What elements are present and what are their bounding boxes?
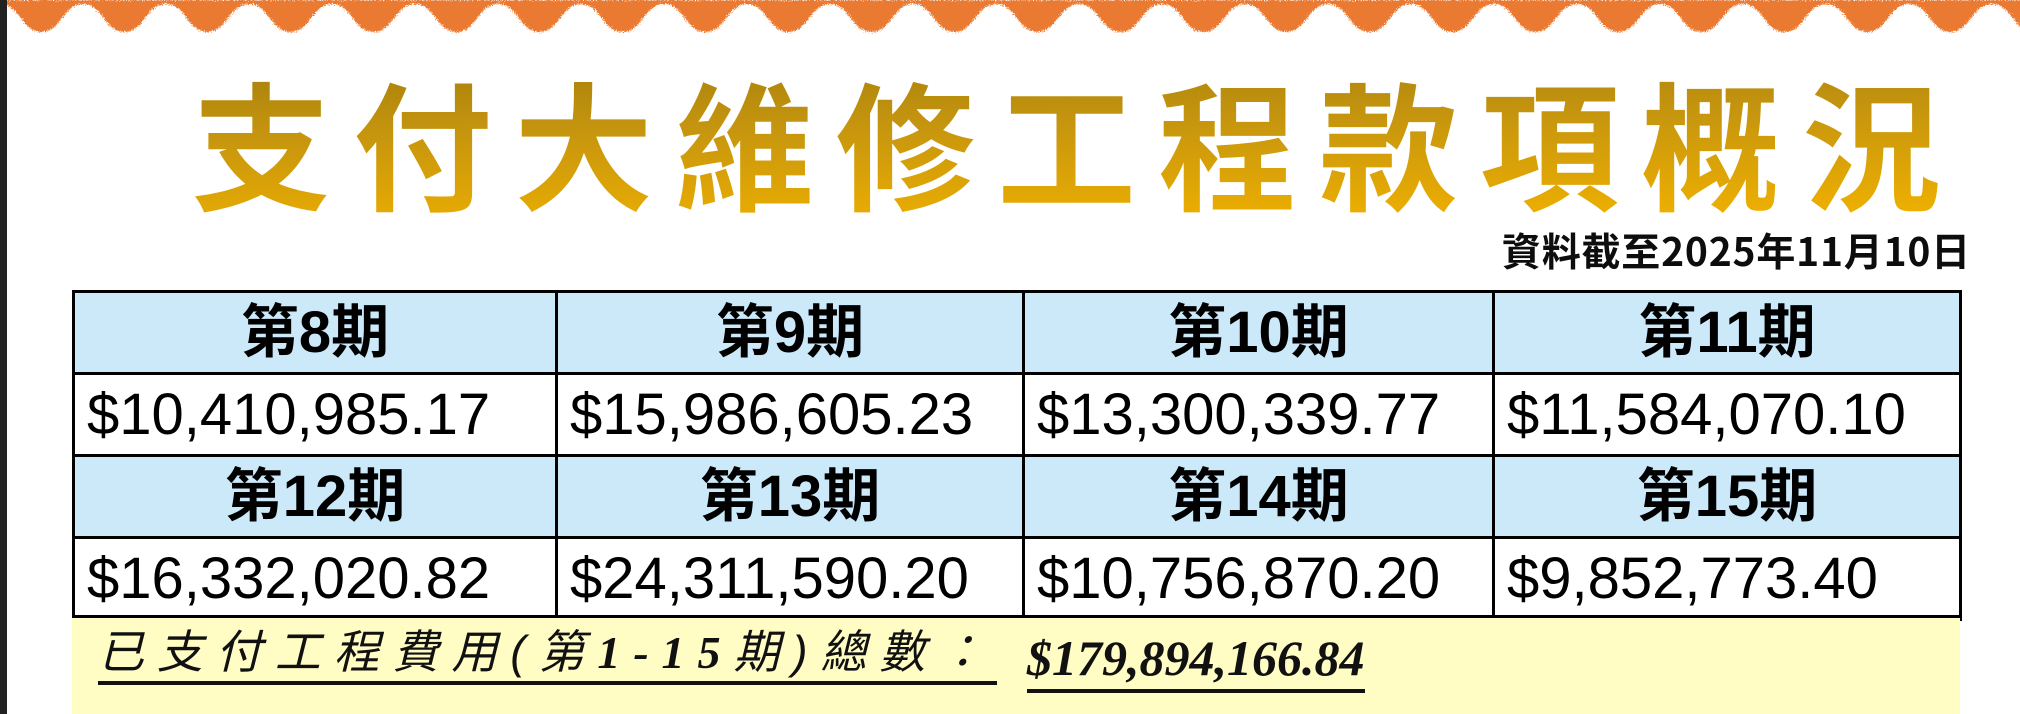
svg-text:支付大維修工程款項概況: 支付大維修工程款項概況 <box>192 78 1963 238</box>
